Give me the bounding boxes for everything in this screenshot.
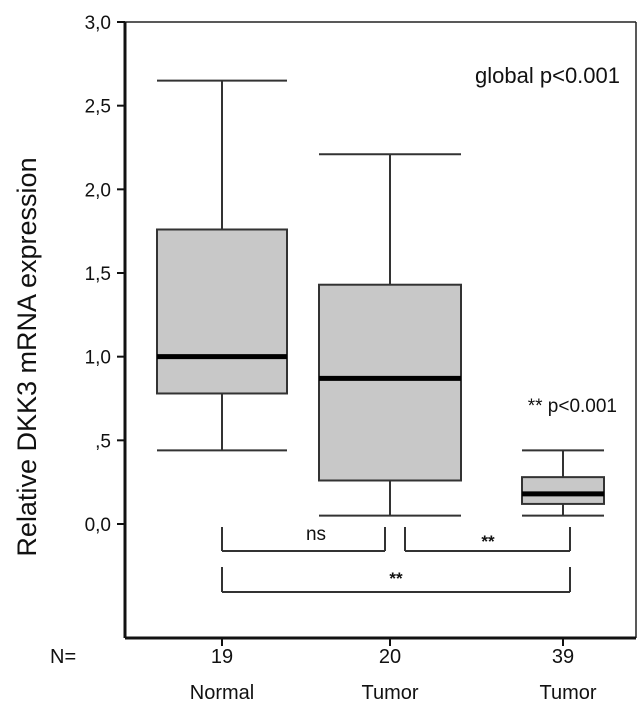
n-prefix-label: N= <box>50 646 76 668</box>
category-label: unmethylated <box>330 711 450 713</box>
n-count-label: 19 <box>211 646 233 668</box>
y-tick-label: 2,0 <box>85 180 111 201</box>
n-count-label: 20 <box>379 646 401 668</box>
y-tick-label: ,5 <box>95 431 111 452</box>
category-label: Tumor <box>361 682 418 704</box>
box-iqr <box>318 283 462 482</box>
category-label: methylated <box>519 711 617 713</box>
box-iqr <box>156 228 288 395</box>
box-iqr <box>521 476 605 505</box>
category-label: Normal <box>190 682 254 704</box>
y-tick-label: 0,0 <box>85 515 111 536</box>
comparison-label: ns <box>306 524 326 545</box>
y-tick-label: 1,5 <box>85 264 111 285</box>
category-label: Tumor <box>539 682 596 704</box>
y-tick-label: 1,0 <box>85 348 111 369</box>
y-tick-label: 3,0 <box>85 13 111 34</box>
y-tick-label: 2,5 <box>85 97 111 118</box>
global-p-annotation: global p<0.001 <box>475 63 620 88</box>
comparison-label: ** <box>481 532 495 551</box>
y-axis-label: Relative DKK3 mRNA expression <box>12 157 42 556</box>
methylated-p-annotation: ** p<0.001 <box>528 396 617 417</box>
comparison-label: ** <box>389 569 403 588</box>
n-count-label: 39 <box>552 646 574 668</box>
